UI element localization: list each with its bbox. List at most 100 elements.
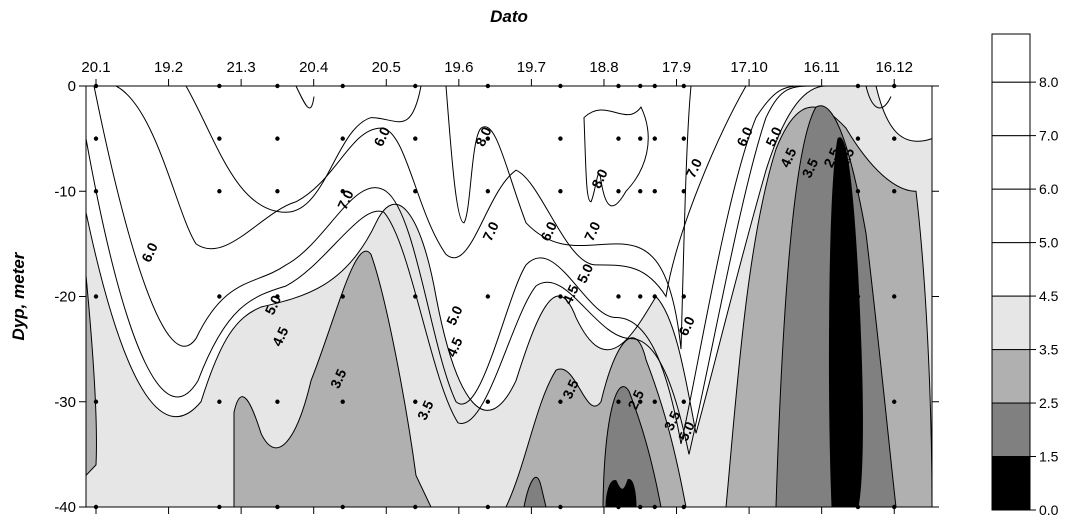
- legend-label: 3.5: [1039, 342, 1059, 358]
- sample-point: [217, 189, 222, 194]
- sample-point: [652, 399, 657, 404]
- legend-label: 8.0: [1039, 74, 1059, 90]
- sample-point: [681, 189, 686, 194]
- legend-border: [991, 33, 1031, 511]
- sample-point: [217, 136, 222, 141]
- contour-label: 7.0: [479, 219, 502, 244]
- sample-point: [340, 136, 345, 141]
- contour-line-2: [115, 85, 747, 298]
- y-axis-ticks: 0 -10 -20 -30 -40: [54, 78, 939, 516]
- contour-label: 6.0: [733, 124, 756, 149]
- x-tick-label: 19.6: [444, 59, 473, 76]
- contour-label: 7.0: [682, 156, 705, 181]
- contour-label: 8.0: [472, 124, 495, 149]
- contour-label: 6.0: [138, 240, 161, 265]
- contour-label: 4.5: [777, 145, 800, 170]
- sample-point: [217, 399, 222, 404]
- contour-label: 3.5: [661, 408, 684, 433]
- sample-point: [638, 399, 643, 404]
- sample-point: [275, 136, 280, 141]
- x-tick-label: 20.4: [299, 59, 328, 76]
- y-tick-label: -30: [54, 394, 76, 411]
- contour-label: 8.0: [588, 166, 611, 191]
- contour-line-4: [445, 85, 692, 350]
- contour-fills: [85, 85, 933, 508]
- contour-label: 7.0: [334, 187, 357, 212]
- sample-point: [558, 189, 563, 194]
- sample-point: [616, 136, 621, 141]
- legend-swatch-0: [991, 456, 1031, 511]
- sample-point: [892, 399, 897, 404]
- sample-point: [413, 189, 418, 194]
- sample-point: [93, 189, 99, 194]
- sample-point: [413, 294, 418, 299]
- sample-point: [413, 399, 418, 404]
- legend-label: 2.5: [1039, 395, 1059, 411]
- contour-label: 3.5: [559, 377, 582, 402]
- contour-line-7: [865, 85, 892, 109]
- y-tick-label: -10: [54, 183, 76, 200]
- contour-region-2-5-center: [233, 250, 432, 508]
- sample-point: [93, 399, 99, 404]
- x-tick-label: 21.3: [227, 59, 256, 76]
- contour-label: 3.5: [799, 156, 822, 181]
- contour-label: 2.5: [820, 145, 843, 170]
- sample-point: [558, 399, 563, 404]
- x-tick-label: 16.11: [803, 59, 839, 76]
- contour-label: 4.5: [443, 335, 466, 360]
- sample-point: [638, 136, 643, 141]
- sample-point: [275, 294, 280, 299]
- sample-point: [616, 399, 621, 404]
- sample-point: [855, 294, 861, 299]
- sample-point: [652, 294, 657, 299]
- legend-label: 0.0: [1039, 502, 1059, 517]
- contour-region-1-5-small: [523, 476, 547, 508]
- x-tick-label: 18.8: [589, 59, 618, 76]
- sample-point: [638, 294, 643, 299]
- y-tick-label: 0: [68, 78, 76, 95]
- sample-point: [681, 399, 686, 404]
- y-tick-label: -20: [54, 289, 76, 306]
- contour-line-6: [295, 85, 315, 109]
- sample-point: [616, 294, 621, 299]
- contour-label: 5.0: [574, 261, 597, 286]
- contour-label: 4.5: [269, 324, 292, 349]
- sample-point: [892, 136, 897, 141]
- sample-point: [855, 189, 861, 194]
- y-axis-title: Dyp, meter: [9, 251, 28, 340]
- sample-point: [93, 294, 99, 299]
- contour-label: 5.0: [443, 303, 466, 328]
- x-axis-ticks: 20.1 19.2 21.3 20.4 20.5 19.6 19.7 18.8 17.9 17.1…: [81, 59, 913, 514]
- x-tick-label: 20.1: [81, 59, 110, 76]
- y-tick-label: -40: [54, 499, 76, 516]
- contour-label: 5.0: [262, 293, 285, 318]
- contour-label: 3.5: [414, 398, 437, 423]
- sample-point: [652, 189, 657, 194]
- sample-point: [616, 189, 621, 194]
- sample-point: [275, 189, 280, 194]
- legend-swatch-4: [991, 242, 1031, 297]
- sample-point: [93, 136, 99, 141]
- x-axis-title: Dato: [490, 7, 528, 26]
- legend-swatch-2: [991, 349, 1031, 404]
- contour-label: 3.5: [327, 366, 350, 391]
- contour-label: 6.0: [370, 124, 393, 149]
- sample-point: [340, 189, 345, 194]
- sample-point: [217, 294, 222, 299]
- contour-line-1: [85, 85, 817, 455]
- x-tick-label: 19.2: [154, 59, 183, 76]
- sample-point: [340, 294, 345, 299]
- contour-region-0-mid: [605, 479, 637, 508]
- contour-lines: [85, 85, 892, 455]
- contour-line-3: [185, 85, 422, 213]
- contour-labels: 8.0 8.0 7.0 7.0 7.0 7.0 6.0 6.0 6.0 6.0 6.0 5.0 5.0 5…: [138, 124, 857, 443]
- x-tick-label: 20.5: [372, 59, 401, 76]
- sample-point: [485, 136, 491, 141]
- x-tick-label: 17.9: [662, 59, 691, 76]
- legend-label: 7.0: [1039, 128, 1059, 144]
- legend-swatch-8: [991, 33, 1031, 83]
- legend: 0.0 1.5 2.5 3.5 4.5 5.0 6.0 7.0 8.0: [991, 33, 1059, 518]
- sample-point: [652, 136, 657, 141]
- contour-label: 2.5: [624, 387, 647, 412]
- contour-line-5: [583, 106, 649, 207]
